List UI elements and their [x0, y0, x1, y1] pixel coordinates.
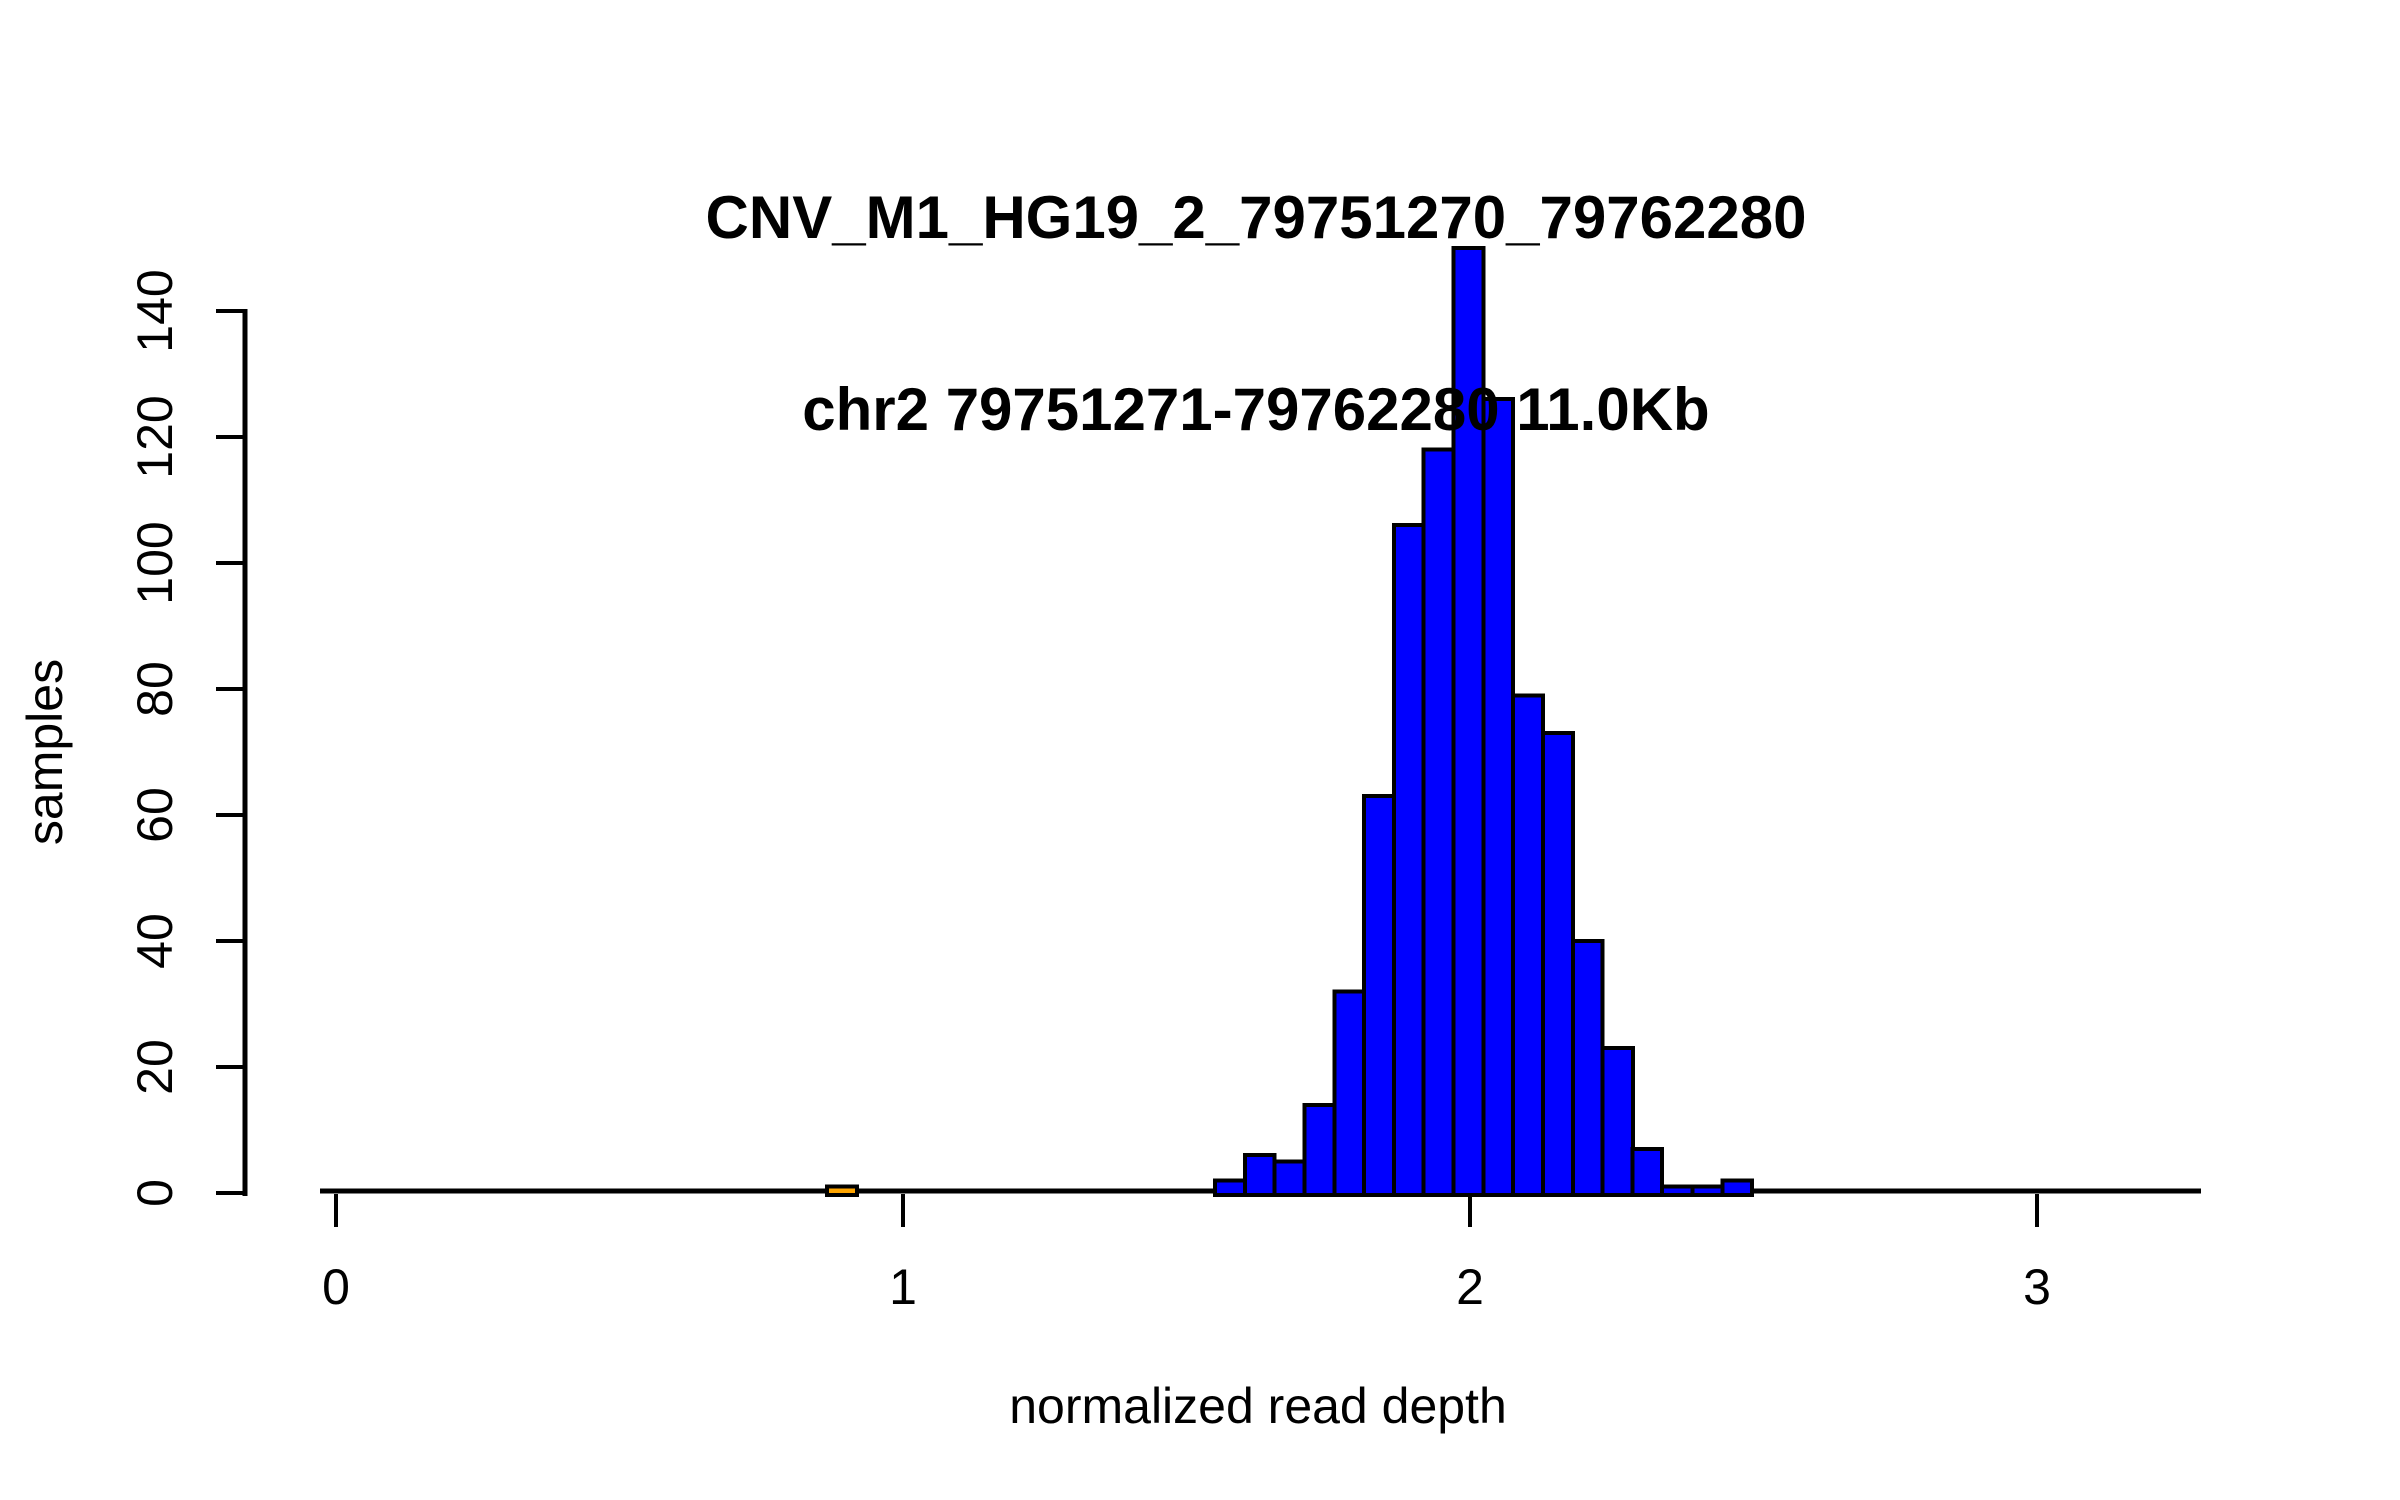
histogram-bar — [1630, 1146, 1665, 1198]
histogram-bar — [1541, 731, 1576, 1197]
histogram-bar — [1571, 939, 1605, 1197]
y-axis-title: samples — [17, 658, 73, 846]
histogram-bar — [1690, 1184, 1725, 1197]
chart-title: CNV_M1_HG19_2_79751270_79762280 chr2 797… — [0, 58, 2400, 570]
x-tick-label: 0 — [322, 1259, 350, 1315]
histogram-bar — [1451, 246, 1486, 1197]
y-tick-label: 140 — [127, 269, 183, 353]
histogram-bar — [1720, 1178, 1754, 1198]
y-tick-label: 20 — [127, 1039, 183, 1095]
x-axis-title: normalized read depth — [1009, 1378, 1507, 1434]
chart-title-line1: CNV_M1_HG19_2_79751270_79762280 — [705, 184, 1807, 251]
y-tick-label: 120 — [127, 395, 183, 479]
histogram-bar — [1392, 523, 1426, 1197]
histogram-bar — [1511, 693, 1546, 1197]
histogram-bar — [1362, 794, 1397, 1197]
chart-title-line2: chr2 79751271-79762280 11.0Kb — [802, 376, 1710, 443]
histogram-bar — [1302, 1102, 1337, 1198]
y-tick-label: 0 — [127, 1179, 183, 1207]
histogram-bar — [1660, 1184, 1695, 1197]
y-tick-label: 80 — [127, 661, 183, 717]
histogram-bar — [825, 1184, 860, 1197]
y-tick-label: 40 — [127, 913, 183, 969]
x-tick-label: 2 — [1456, 1259, 1484, 1315]
histogram-bar — [1272, 1159, 1307, 1197]
histogram-bar — [1212, 1178, 1247, 1198]
histogram-bar — [1481, 397, 1516, 1197]
histogram-bar — [1600, 1046, 1635, 1197]
y-tick-label: 100 — [127, 521, 183, 605]
histogram-bar — [1421, 447, 1456, 1198]
x-tick-label: 1 — [889, 1259, 917, 1315]
x-tick-label: 3 — [2023, 1259, 2051, 1315]
histogram-bar — [1242, 1153, 1277, 1197]
histogram-bar — [1332, 989, 1366, 1198]
y-tick-label: 60 — [127, 787, 183, 843]
